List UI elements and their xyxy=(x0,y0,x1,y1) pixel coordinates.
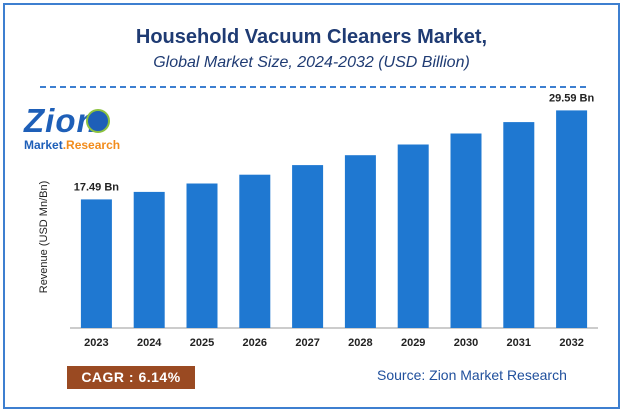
x-tick-label-2025: 2025 xyxy=(190,337,214,349)
data-label-2032: 29.59 Bn xyxy=(549,92,595,104)
x-tick-label-2023: 2023 xyxy=(84,337,108,349)
bar-2030 xyxy=(450,133,482,328)
logo-subtitle: Market.Research xyxy=(24,138,120,152)
bar-2031 xyxy=(503,122,535,328)
bar-2024 xyxy=(133,191,165,328)
x-tick-label-2027: 2027 xyxy=(295,337,319,349)
x-tick-label-2029: 2029 xyxy=(401,337,425,349)
logo-subtitle-accent: Research xyxy=(66,138,121,152)
x-tick-label-2032: 2032 xyxy=(559,337,583,349)
chart-subtitle: Global Market Size, 2024-2032 (USD Billi… xyxy=(153,54,470,71)
globe-icon xyxy=(86,109,110,133)
bar-2032 xyxy=(556,110,588,329)
bar-2025 xyxy=(186,183,218,328)
source-note: Source: Zion Market Research xyxy=(377,367,567,383)
x-tick-label-2028: 2028 xyxy=(348,337,372,349)
x-tick-label-2026: 2026 xyxy=(243,337,267,349)
data-label-2023: 17.49 Bn xyxy=(74,181,120,193)
bar-2023 xyxy=(80,199,112,328)
zion-logo: Zion Market.Research xyxy=(24,104,128,156)
logo-subtitle-main: Market xyxy=(24,138,63,152)
bar-2026 xyxy=(239,174,271,328)
bar-2029 xyxy=(397,144,429,328)
cagr-badge: CAGR : 6.14% xyxy=(67,366,195,389)
bar-2027 xyxy=(292,165,324,328)
bar-2028 xyxy=(344,155,376,328)
x-tick-label-2031: 2031 xyxy=(507,337,531,349)
title-divider xyxy=(40,86,586,88)
chart-title: Household Vacuum Cleaners Market, xyxy=(135,26,488,48)
x-tick-label-2024: 2024 xyxy=(137,337,162,349)
logo-wordmark: Zion xyxy=(24,102,98,139)
logo-subtitle-sep: . xyxy=(62,138,67,152)
x-tick-label-2030: 2030 xyxy=(454,337,478,349)
